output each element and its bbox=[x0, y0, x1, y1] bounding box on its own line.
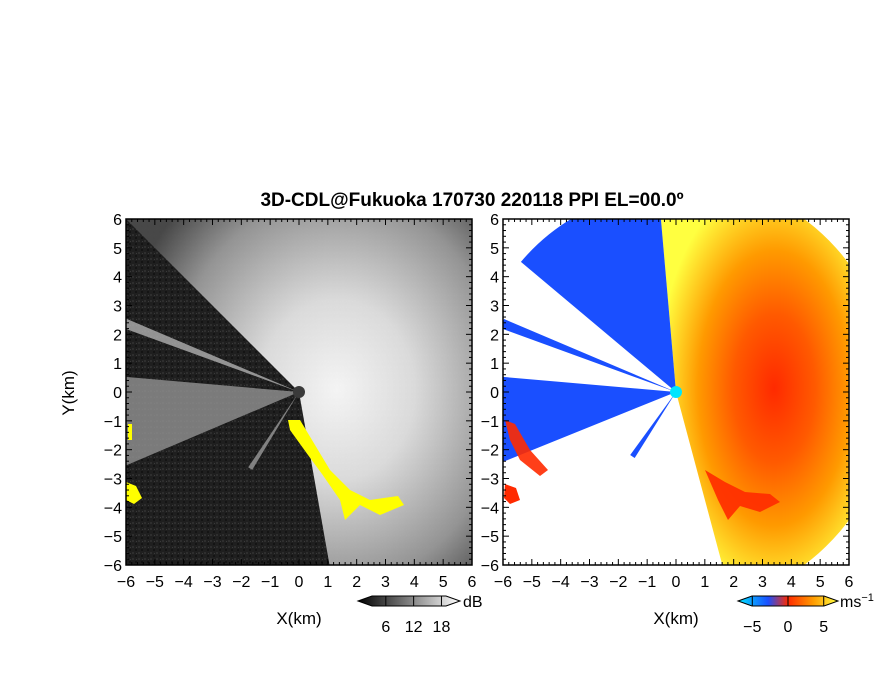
reflectivity-colorbar-tick-label: 18 bbox=[433, 619, 451, 636]
reflectivity-colorbar-ticks: 6 12 18 bbox=[381, 596, 450, 636]
y-tick-label: 1 bbox=[113, 356, 122, 373]
x-tick-label: 2 bbox=[729, 574, 738, 591]
velocity-beam-nw bbox=[503, 319, 676, 392]
y-tick-label: −1 bbox=[104, 414, 122, 431]
velocity-colorbar: ms−1 −5 0 5 bbox=[736, 592, 874, 636]
reflectivity-colorbar-unit: dB bbox=[463, 594, 483, 611]
velocity-y-tick-labels: 6 5 4 3 2 1 0 −1 −2 −3 −4 −5 −6 bbox=[481, 212, 499, 575]
y-tick-label: −4 bbox=[481, 500, 499, 517]
x-tick-label: −5 bbox=[523, 574, 541, 591]
reflectivity-y-axis-title: Y(km) bbox=[59, 370, 78, 415]
clutter-mask-south bbox=[288, 420, 404, 520]
x-tick-label: −6 bbox=[117, 574, 135, 591]
velocity-colorbar-tick-label: −5 bbox=[743, 619, 761, 636]
velocity-edge-west bbox=[505, 420, 548, 476]
y-tick-label: −3 bbox=[481, 472, 499, 489]
reflectivity-colorbar-tick-label: 6 bbox=[381, 619, 390, 636]
x-tick-label: 2 bbox=[352, 574, 361, 591]
y-tick-label: 2 bbox=[490, 327, 499, 344]
reflectivity-colorbar-tick-label: 12 bbox=[405, 619, 423, 636]
radar-site-marker bbox=[670, 386, 682, 398]
figure-title: 3D-CDL@Fukuoka 170730 220118 PPI EL=00.0… bbox=[260, 190, 683, 211]
y-tick-label: 5 bbox=[490, 241, 499, 258]
x-tick-label: −6 bbox=[494, 574, 512, 591]
y-tick-label: −2 bbox=[104, 443, 122, 460]
velocity-colorbar-unit-exponent: −1 bbox=[861, 592, 874, 604]
velocity-colorbar-unit: ms−1 bbox=[840, 592, 874, 611]
x-tick-label: −3 bbox=[203, 574, 221, 591]
x-tick-label: 6 bbox=[468, 574, 477, 591]
x-tick-label: −3 bbox=[580, 574, 598, 591]
velocity-colorbar-tick-label: 5 bbox=[819, 619, 828, 636]
y-tick-label: −6 bbox=[481, 558, 499, 575]
x-tick-label: −4 bbox=[552, 574, 570, 591]
x-tick-label: 0 bbox=[672, 574, 681, 591]
y-tick-label: 6 bbox=[113, 212, 122, 229]
velocity-field bbox=[503, 219, 849, 565]
x-tick-label: 0 bbox=[295, 574, 304, 591]
x-tick-label: −2 bbox=[609, 574, 627, 591]
velocity-edge-south bbox=[705, 470, 780, 520]
y-tick-label: 4 bbox=[490, 270, 499, 287]
y-tick-label: −5 bbox=[104, 529, 122, 546]
y-tick-label: 6 bbox=[490, 212, 499, 229]
x-tick-label: −5 bbox=[146, 574, 164, 591]
y-tick-label: −6 bbox=[104, 558, 122, 575]
reflectivity-ticks bbox=[125, 218, 473, 566]
y-tick-label: 3 bbox=[113, 299, 122, 316]
velocity-colorbar-unit-base: ms bbox=[840, 594, 861, 611]
x-tick-label: −4 bbox=[175, 574, 193, 591]
x-tick-label: 3 bbox=[381, 574, 390, 591]
velocity-sector-positive bbox=[660, 219, 849, 565]
y-tick-label: 3 bbox=[490, 299, 499, 316]
x-tick-label: 5 bbox=[816, 574, 825, 591]
x-tick-label: −2 bbox=[232, 574, 250, 591]
velocity-sector-west bbox=[503, 376, 676, 462]
reflectivity-colorbar: dB 6 12 18 bbox=[356, 594, 483, 636]
y-tick-label: −5 bbox=[481, 529, 499, 546]
x-tick-label: 5 bbox=[439, 574, 448, 591]
reflectivity-y-tick-labels: 6 5 4 3 2 1 0 −1 −2 −3 −4 −5 −6 bbox=[104, 212, 122, 575]
y-tick-label: −4 bbox=[104, 500, 122, 517]
y-tick-label: 4 bbox=[113, 270, 122, 287]
y-tick-label: 0 bbox=[113, 385, 122, 402]
y-tick-label: −2 bbox=[481, 443, 499, 460]
reflectivity-beam-nw bbox=[126, 318, 299, 392]
velocity-sector-negative bbox=[520, 219, 676, 392]
x-tick-label: 4 bbox=[787, 574, 796, 591]
y-tick-label: 0 bbox=[490, 385, 499, 402]
reflectivity-panel: −6 −5 −4 −3 −2 −1 0 1 2 3 4 5 6 6543210−1−2−3−4−5−6 … bbox=[59, 212, 483, 636]
velocity-x-axis-title: X(km) bbox=[653, 609, 698, 628]
velocity-colorbar-ticks: −5 0 5 bbox=[743, 596, 828, 636]
velocity-colorbar-tick-label: 0 bbox=[784, 619, 793, 636]
x-tick-label: 4 bbox=[410, 574, 419, 591]
x-tick-label: −1 bbox=[261, 574, 279, 591]
velocity-panel: −6 −5 −4 −3 −2 −1 0 1 2 3 4 5 6 6543210−1−2−3−4−5−6 … bbox=[481, 212, 874, 636]
reflectivity-beam-sw bbox=[248, 392, 299, 470]
velocity-x-tick-labels: −6 −5 −4 −3 −2 −1 0 1 2 3 4 5 6 bbox=[494, 574, 854, 591]
velocity-ticks bbox=[502, 218, 850, 566]
x-tick-label: 3 bbox=[758, 574, 767, 591]
y-tick-label: −3 bbox=[104, 472, 122, 489]
y-tick-label: 1 bbox=[490, 356, 499, 373]
y-tick-label: 5 bbox=[113, 241, 122, 258]
radar-site-marker bbox=[293, 386, 305, 398]
reflectivity-x-tick-labels: −6 −5 −4 −3 −2 −1 0 1 2 3 4 5 6 bbox=[117, 574, 477, 591]
reflectivity-field bbox=[126, 219, 472, 565]
reflectivity-x-axis-title: X(km) bbox=[276, 609, 321, 628]
x-tick-label: −1 bbox=[638, 574, 656, 591]
y-tick-label: −1 bbox=[481, 414, 499, 431]
x-tick-label: 1 bbox=[323, 574, 332, 591]
reflectivity-colorbar-bar bbox=[356, 595, 462, 607]
reflectivity-sector-west bbox=[126, 376, 299, 466]
y-tick-label: 2 bbox=[113, 327, 122, 344]
x-tick-label: 1 bbox=[700, 574, 709, 591]
velocity-beam-sw bbox=[630, 392, 676, 458]
velocity-edge-southwest bbox=[504, 484, 520, 504]
clutter-mask-west bbox=[126, 424, 142, 504]
x-tick-label: 6 bbox=[845, 574, 854, 591]
